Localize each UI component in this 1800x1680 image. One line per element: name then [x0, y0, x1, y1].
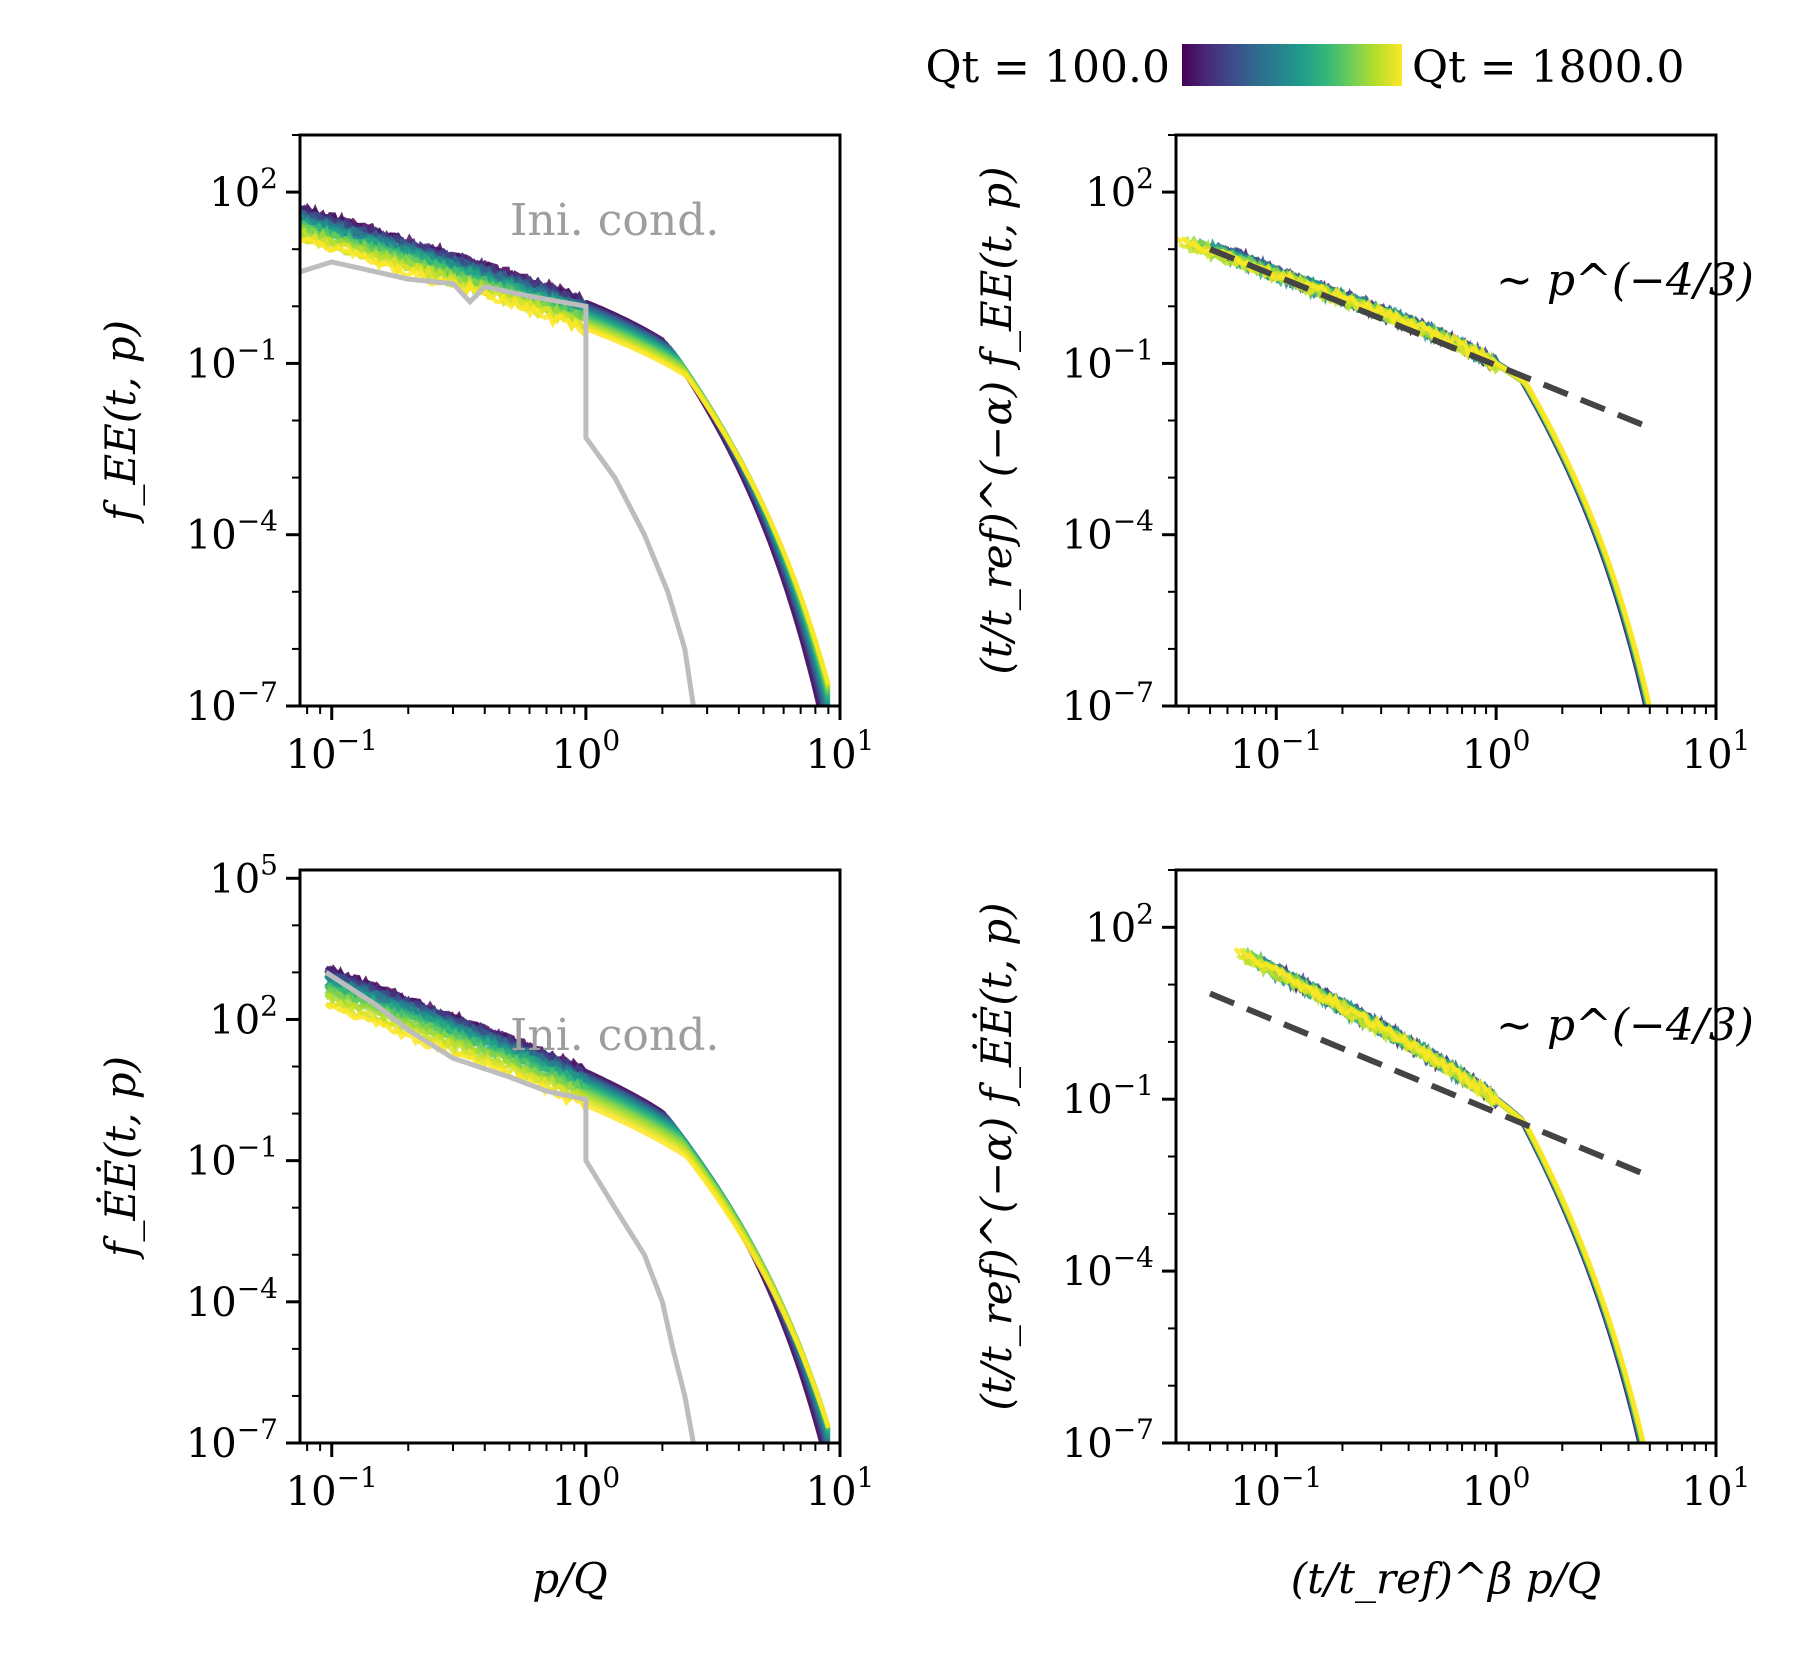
initial-condition-line	[324, 970, 696, 1443]
x-tick-label: 100	[1462, 1461, 1531, 1515]
y-tick-label: 10−1	[1062, 1069, 1154, 1123]
series-line	[1255, 959, 1645, 1443]
series-line	[324, 1002, 831, 1429]
series-line	[1271, 963, 1643, 1443]
series-line	[1236, 949, 1646, 1443]
colorbar: Qt = 100.0 Qt = 1800.0	[925, 42, 1684, 93]
panel-top-left: 10−1 100 101 10−7 10−4 10−1 102 f_EE(t, p) Ini. …	[96, 133, 875, 778]
panel-top-right: 10−1 100 101 10−7 10−4 10−1 102 (t/t_ref)^(−α) …	[972, 133, 1754, 778]
y-axis-label: f_ĖĖ(t, p)	[95, 1056, 145, 1260]
x-tick-label: 10−1	[1230, 724, 1322, 778]
y-tick-label: 10−7	[186, 1413, 278, 1467]
series-line	[1275, 964, 1642, 1443]
y-tick-label: 102	[209, 162, 278, 216]
y-axis-label: (t/t_ref)^(−α) f_EE(t, p)	[972, 166, 1021, 674]
axes-frame	[298, 868, 842, 1445]
series-line	[1256, 955, 1644, 1443]
y-tick-label: 105	[209, 848, 278, 902]
series-line	[1266, 959, 1644, 1443]
x-tick-label: 101	[1682, 724, 1751, 778]
y-tick-label: 10−1	[186, 1131, 278, 1185]
y-axis-label: f_EE(t, p)	[96, 320, 145, 524]
plot-area	[300, 202, 831, 706]
x-tick-label: 10−1	[1230, 1461, 1322, 1515]
y-tick-label: 10−1	[1062, 333, 1154, 387]
series-line	[1269, 963, 1643, 1443]
series-line	[1233, 947, 1646, 1443]
power-law-label: ∼ p^(−4/3)	[1496, 255, 1754, 306]
series-line	[1252, 961, 1645, 1443]
y-tick-label: 10−4	[1062, 1241, 1154, 1295]
y-tick-label: 10−7	[186, 676, 278, 730]
power-law-label: ∼ p^(−4/3)	[1496, 1000, 1754, 1051]
plot-area	[1176, 235, 1653, 706]
series-line	[300, 235, 831, 685]
colorbar-min-label: Qt = 100.0	[925, 42, 1170, 93]
series-line	[1267, 961, 1643, 1443]
panel-bottom-right: 10−1 100 101 10−7 10−4 10−1 102 (t/t_ref)^(−α) …	[971, 868, 1754, 1603]
series-line	[1244, 951, 1645, 1443]
initial-condition-line	[300, 259, 696, 706]
x-axis-label: (t/t_ref)^β p/Q	[1291, 1554, 1601, 1603]
series-line	[1260, 955, 1644, 1443]
y-tick-label: 10−7	[1062, 676, 1154, 730]
x-tick-label: 100	[552, 1461, 621, 1515]
y-axis-label: (t/t_ref)^(−α) f_ĖĖ(t, p)	[971, 902, 1021, 1410]
series-line	[1258, 957, 1644, 1443]
x-tick-label: 101	[1682, 1461, 1751, 1515]
y-tick-label: 10−4	[186, 505, 278, 559]
y-tick-label: 102	[209, 989, 278, 1043]
x-tick-label: 10−1	[286, 724, 378, 778]
series-line	[1263, 958, 1643, 1443]
panel-bottom-left: 10−1 100 101 10−7 10−4 10−1 102 105 f_ĖĖ(t, p) p/…	[95, 848, 874, 1603]
plot-area	[1208, 946, 1651, 1443]
x-tick-label: 10−1	[286, 1461, 378, 1515]
x-tick-label: 100	[552, 724, 621, 778]
ini-cond-label: Ini. cond.	[510, 1010, 719, 1061]
x-tick-label: 101	[806, 724, 875, 778]
x-axis-label: p/Q	[532, 1554, 607, 1603]
y-tick-label: 102	[1085, 162, 1154, 216]
y-tick-label: 10−4	[186, 1272, 278, 1326]
x-tick-label: 101	[806, 1461, 875, 1515]
y-tick-label: 10−1	[186, 333, 278, 387]
y-tick-label: 10−7	[1062, 1413, 1154, 1467]
series-line	[1240, 951, 1646, 1443]
colorbar-max-label: Qt = 1800.0	[1412, 42, 1685, 93]
ini-cond-label: Ini. cond.	[510, 195, 719, 246]
series-line	[1264, 962, 1644, 1443]
x-tick-label: 100	[1462, 724, 1531, 778]
series-line	[1273, 963, 1643, 1443]
y-tick-label: 102	[1085, 897, 1154, 951]
colorbar-gradient	[1182, 44, 1402, 86]
y-tick-label: 10−4	[1062, 505, 1154, 559]
series-line	[300, 208, 825, 706]
plot-area	[324, 964, 831, 1443]
